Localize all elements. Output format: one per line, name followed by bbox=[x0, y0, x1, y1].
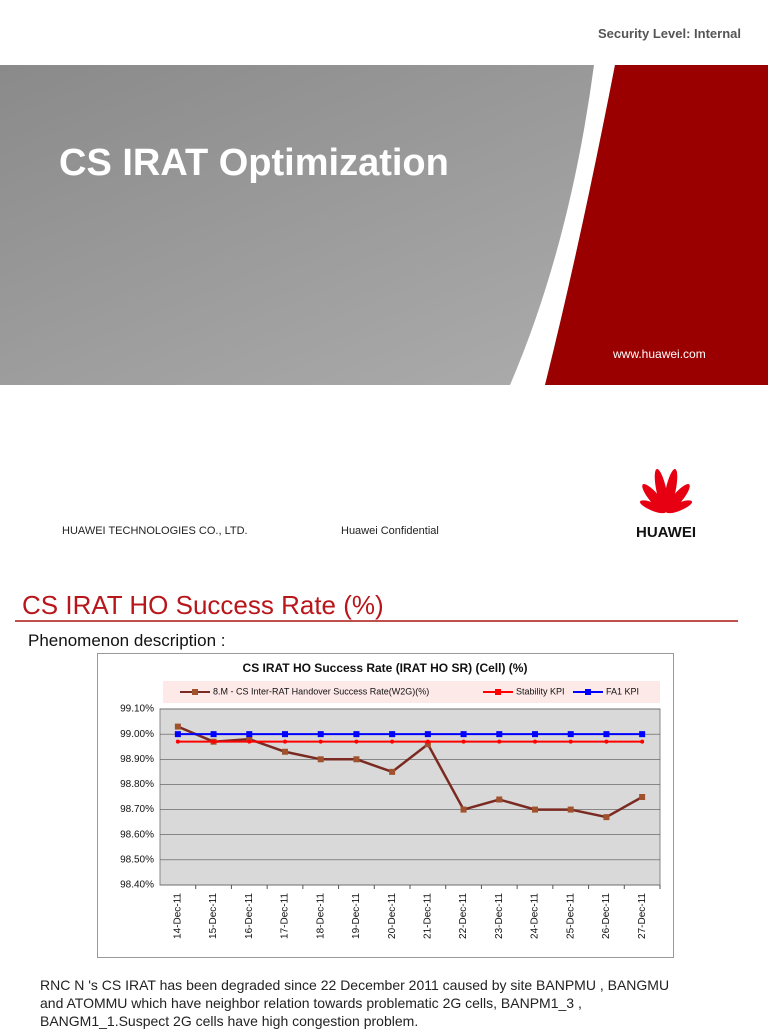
point bbox=[640, 739, 645, 744]
point bbox=[532, 731, 538, 738]
heading-rule bbox=[15, 620, 738, 622]
y-tick-label: 99.10% bbox=[120, 704, 154, 715]
point bbox=[282, 731, 288, 738]
point bbox=[389, 768, 396, 775]
y-tick-label: 99.00% bbox=[120, 729, 154, 740]
plot-area bbox=[159, 708, 661, 886]
point bbox=[533, 739, 537, 744]
logo-text: HUAWEI bbox=[636, 524, 696, 541]
point bbox=[354, 739, 359, 744]
x-tick-label: 14-Dec-11 bbox=[172, 893, 183, 939]
cover-band bbox=[0, 65, 768, 385]
x-tick-label: 19-Dec-11 bbox=[351, 893, 362, 939]
point bbox=[174, 723, 181, 730]
url: www.huawei.com bbox=[613, 347, 706, 361]
point bbox=[175, 739, 180, 744]
point bbox=[247, 739, 252, 744]
point bbox=[567, 731, 574, 738]
legend-label: 8.M - CS Inter-RAT Handover Success Rate… bbox=[213, 686, 429, 696]
confidential: Huawei Confidential bbox=[341, 525, 439, 537]
x-tick-label: 25-Dec-11 bbox=[565, 893, 576, 939]
point bbox=[603, 731, 610, 738]
logo: HUAWEI bbox=[636, 468, 696, 541]
x-tick-label: 26-Dec-11 bbox=[601, 893, 612, 939]
point bbox=[460, 806, 467, 813]
security-level: Security Level: Internal bbox=[597, 26, 741, 41]
legend-marker bbox=[495, 689, 501, 695]
body-line: RNC N 's CS IRAT has been degraded since… bbox=[40, 977, 670, 993]
point bbox=[210, 731, 217, 738]
x-tick-label: 18-Dec-11 bbox=[315, 893, 326, 939]
subheading: Phenomenon description : bbox=[28, 631, 226, 650]
point bbox=[211, 739, 216, 744]
point bbox=[390, 739, 395, 744]
point bbox=[424, 731, 431, 738]
point bbox=[246, 731, 253, 738]
legend-label: Stability KPI bbox=[516, 686, 565, 696]
x-tick-label: 22-Dec-11 bbox=[458, 893, 469, 939]
point bbox=[497, 739, 502, 744]
point bbox=[567, 806, 574, 813]
y-tick-label: 98.40% bbox=[120, 880, 154, 891]
x-tick-label: 23-Dec-11 bbox=[494, 893, 505, 939]
x-tick-label: 20-Dec-11 bbox=[387, 893, 398, 939]
y-tick-label: 98.50% bbox=[120, 854, 154, 865]
y-tick-label: 98.70% bbox=[120, 804, 154, 815]
body-line: and ATOMMU which have neighbor relation … bbox=[40, 995, 582, 1011]
point bbox=[604, 739, 609, 744]
point bbox=[317, 731, 324, 738]
legend-marker bbox=[585, 689, 591, 695]
y-tick-label: 98.90% bbox=[120, 754, 154, 765]
point bbox=[532, 806, 538, 813]
x-tick-label: 24-Dec-11 bbox=[530, 893, 541, 939]
point bbox=[317, 756, 324, 763]
point bbox=[460, 731, 467, 738]
point bbox=[353, 756, 360, 763]
x-tick-label: 21-Dec-11 bbox=[422, 893, 433, 939]
point bbox=[496, 731, 503, 738]
legend-box bbox=[163, 681, 660, 703]
point bbox=[603, 814, 610, 821]
point bbox=[639, 731, 646, 738]
point bbox=[461, 739, 466, 744]
white-stripe bbox=[510, 65, 615, 385]
x-tick-label: 15-Dec-11 bbox=[208, 893, 219, 939]
point bbox=[639, 794, 646, 800]
company: HUAWEI TECHNOLOGIES CO., LTD. bbox=[62, 525, 248, 537]
point bbox=[353, 731, 360, 738]
body-line: BANGM1_1.Suspect 2G cells have high cong… bbox=[40, 1013, 419, 1029]
x-tick-label: 17-Dec-11 bbox=[280, 893, 291, 939]
point bbox=[568, 739, 573, 744]
point bbox=[246, 736, 253, 743]
point bbox=[282, 748, 288, 755]
legend-label: FA1 KPI bbox=[606, 686, 639, 696]
cover-title: CS IRAT Optimization bbox=[59, 142, 449, 184]
y-tick-label: 98.60% bbox=[120, 829, 154, 840]
y-tick-label: 98.80% bbox=[120, 779, 154, 790]
x-tick-label: 16-Dec-11 bbox=[244, 893, 255, 939]
point bbox=[424, 741, 431, 748]
x-tick-label: 27-Dec-11 bbox=[637, 893, 648, 939]
point bbox=[174, 731, 181, 738]
point bbox=[496, 796, 503, 803]
point bbox=[318, 739, 323, 744]
point bbox=[389, 731, 396, 738]
point bbox=[283, 739, 287, 744]
point bbox=[425, 739, 430, 744]
body-text: RNC N 's CS IRAT has been degraded since… bbox=[40, 976, 669, 1030]
red-band bbox=[545, 65, 768, 385]
chart: CS IRAT HO Success Rate (IRAT HO SR) (Ce… bbox=[97, 653, 674, 958]
legend-marker bbox=[192, 689, 198, 695]
chart-title: CS IRAT HO Success Rate (IRAT HO SR) (Ce… bbox=[243, 661, 528, 675]
slide-heading: CS IRAT HO Success Rate (%) bbox=[22, 590, 384, 620]
